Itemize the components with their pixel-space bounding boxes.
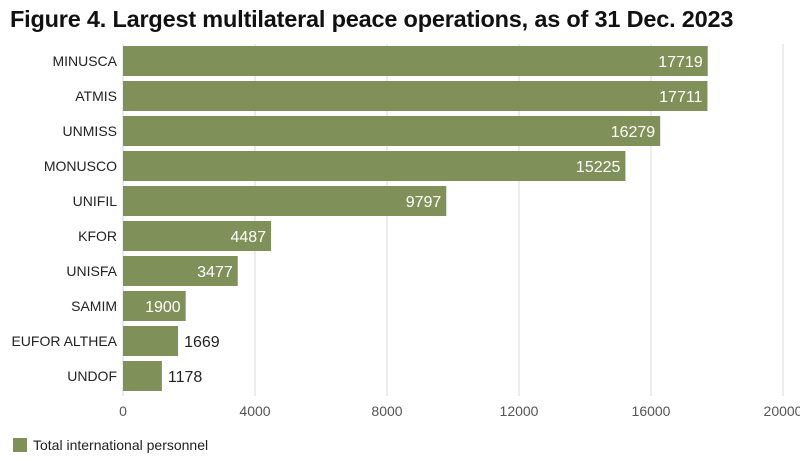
x-tick-label: 4000 — [239, 403, 270, 419]
x-tick-label: 16000 — [632, 403, 671, 419]
category-label: KFOR — [78, 228, 117, 244]
category-label: EUFOR ALTHEA — [11, 333, 117, 349]
bar-value-label: 4487 — [230, 229, 266, 246]
bar — [123, 46, 708, 76]
category-label: UNISFA — [66, 263, 117, 279]
category-label: SAMIM — [71, 298, 117, 314]
x-tick-label: 20000 — [764, 403, 800, 419]
bar-value-label: 17711 — [659, 89, 702, 106]
category-label: MONUSCO — [44, 158, 117, 174]
legend-label: Total international personnel — [33, 437, 209, 453]
bar-value-label: 17719 — [658, 54, 703, 71]
bar — [123, 256, 238, 286]
bar-value-label: 1669 — [184, 334, 220, 351]
bar-value-label: 15225 — [576, 159, 621, 176]
bar — [123, 81, 708, 111]
x-tick-label: 8000 — [371, 403, 402, 419]
legend-swatch — [13, 438, 27, 452]
bar — [123, 361, 162, 391]
category-label: UNDOF — [67, 368, 117, 384]
bar — [123, 116, 661, 146]
bars: 17719 17711 16279 15225 9797 4487 3477 1900 1669… — [123, 46, 708, 391]
bar — [123, 186, 447, 216]
bar — [123, 151, 626, 181]
bar — [123, 326, 179, 356]
category-labels: MINUSCA ATMIS UNMISS MONUSCO UNIFIL KFOR UNISF… — [11, 53, 117, 384]
bar-value-label: 1178 — [168, 369, 203, 386]
category-label: UNIFIL — [73, 193, 118, 209]
legend: Total international personnel — [13, 437, 208, 453]
bar-value-label: 16279 — [611, 124, 656, 141]
x-tick-label: 12000 — [500, 403, 539, 419]
bar — [123, 291, 186, 321]
category-label: MINUSCA — [52, 53, 117, 69]
category-label: UNMISS — [63, 123, 117, 139]
bar-value-label: 3477 — [197, 264, 233, 281]
bar-value-label: 9797 — [406, 194, 442, 211]
bar-value-label: 1900 — [145, 299, 181, 316]
x-tick-label: 0 — [119, 403, 127, 419]
bar — [123, 221, 272, 251]
x-axis-ticks: 0 4000 8000 12000 16000 20000 — [119, 403, 800, 419]
category-label: ATMIS — [75, 88, 117, 104]
chart-title: Figure 4. Largest multilateral peace ope… — [10, 6, 734, 32]
